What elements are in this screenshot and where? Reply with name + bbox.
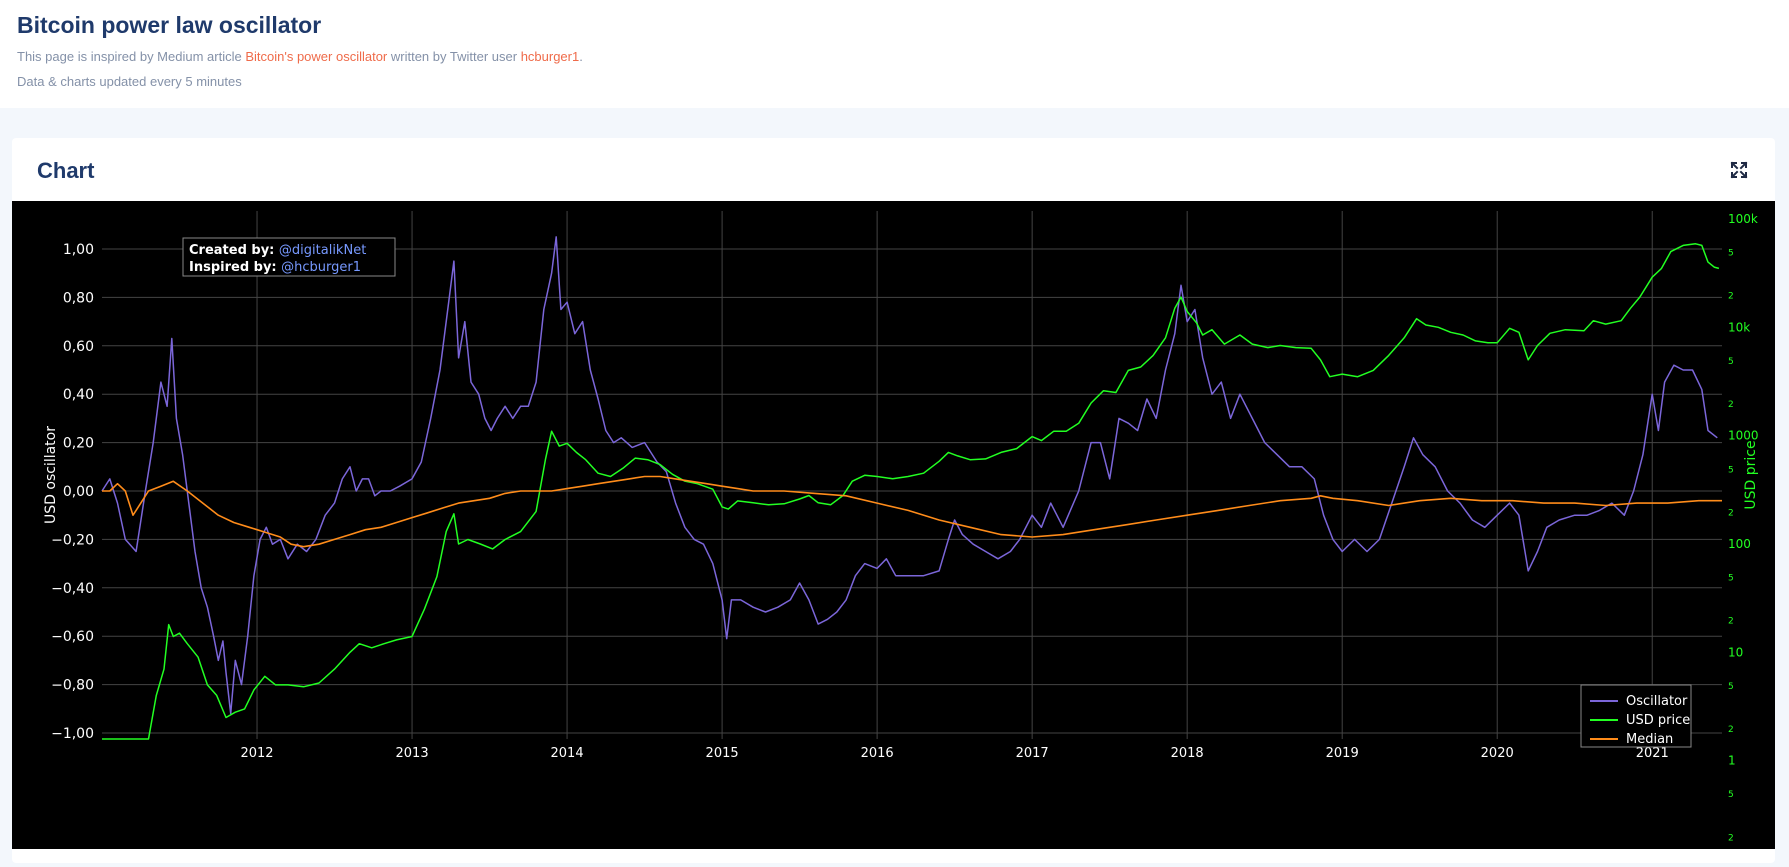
subtitle-prefix: This page is inspired by Medium article bbox=[17, 49, 246, 64]
page-subtitle: This page is inspired by Medium article … bbox=[17, 49, 583, 64]
x-tick-label: 2016 bbox=[861, 746, 894, 761]
y-tick-label: −0,20 bbox=[51, 532, 94, 548]
y-tick-label: 0,00 bbox=[63, 484, 94, 500]
y-tick-label: −0,60 bbox=[51, 629, 94, 645]
y-tick-label: 1,00 bbox=[63, 242, 94, 258]
y2-tick-label: 5 bbox=[1728, 465, 1734, 475]
y-axis-title: USD oscillator bbox=[43, 426, 59, 524]
expand-icon-graphic bbox=[1730, 161, 1748, 179]
annotation-box bbox=[182, 237, 396, 277]
y2-tick-label: 2 bbox=[1728, 617, 1734, 627]
legend-item-label[interactable]: USD price bbox=[1626, 713, 1690, 728]
annotation-inspired-label: Inspired by: bbox=[189, 260, 281, 275]
y-tick-label: 0,40 bbox=[63, 387, 94, 403]
y2-tick-label: 10 bbox=[1728, 645, 1743, 659]
annotation-created-value[interactable]: @digitalikNet bbox=[279, 243, 366, 258]
y-tick-label: 0,20 bbox=[63, 436, 94, 452]
y2-axis-title: USD price bbox=[1743, 440, 1759, 509]
y2-tick-label: 1 bbox=[1728, 754, 1736, 768]
x-tick-label: 2012 bbox=[240, 746, 273, 761]
x-tick-label: 2019 bbox=[1326, 746, 1359, 761]
series-line-oscillator bbox=[101, 236, 1718, 715]
x-tick-label: 2015 bbox=[706, 746, 739, 761]
chart-area[interactable]: 2012 2013 2014 2015 2016 2017 2018 2019 2020 2021… bbox=[12, 201, 1775, 849]
y2-tick-label: 10k bbox=[1728, 320, 1750, 334]
legend-item-label[interactable]: Oscillator bbox=[1626, 694, 1688, 709]
x-tick-label: 2017 bbox=[1016, 746, 1049, 761]
y2-tick-label: 5 bbox=[1728, 682, 1734, 692]
legend-item-label[interactable]: Median bbox=[1626, 732, 1673, 747]
y2-tick-label: 5 bbox=[1728, 790, 1734, 800]
annotation-inspired-value[interactable]: @hcburger1 bbox=[281, 260, 361, 275]
chart-card: Chart 2012 2013 2014 2015 2016 2017 2018 2019 20… bbox=[12, 138, 1775, 863]
article-link[interactable]: Bitcoin's power oscillator bbox=[245, 49, 388, 64]
subtitle-middle: written by Twitter user bbox=[387, 49, 521, 64]
subtitle-suffix: . bbox=[579, 49, 583, 64]
x-tick-label: 2021 bbox=[1636, 746, 1669, 761]
series-line-median bbox=[102, 475, 1722, 548]
y2-tick-label: 100k bbox=[1728, 212, 1758, 226]
y2-tick-label: 2 bbox=[1728, 833, 1734, 843]
y2-tick-label: 5 bbox=[1728, 574, 1734, 584]
x-tick-label: 2020 bbox=[1481, 746, 1514, 761]
annotation-created-label: Created by: bbox=[189, 243, 279, 258]
y-tick-label: 0,60 bbox=[63, 339, 94, 355]
page-title: Bitcoin power law oscillator bbox=[17, 12, 322, 38]
y2-tick-label: 2 bbox=[1728, 508, 1734, 518]
twitter-user-link[interactable]: hcburger1 bbox=[520, 49, 580, 64]
annotation-inspired: Inspired by: @hcburger1 bbox=[189, 260, 361, 275]
x-tick-label: 2013 bbox=[396, 746, 429, 761]
y2-tick-label: 2 bbox=[1728, 725, 1734, 735]
y2-tick-label: 5 bbox=[1728, 249, 1734, 259]
y2-tick-label: 5 bbox=[1728, 357, 1734, 367]
y2-tick-label: 1000 bbox=[1728, 429, 1759, 443]
x-tick-label: 2018 bbox=[1171, 746, 1204, 761]
update-note: Data & charts updated every 5 minutes bbox=[17, 74, 242, 89]
y-tick-label: −1,00 bbox=[51, 726, 94, 742]
y-tick-label: 0,80 bbox=[63, 290, 94, 306]
y-tick-label: −0,40 bbox=[51, 581, 94, 597]
legend-box bbox=[1580, 684, 1692, 748]
y2-tick-label: 2 bbox=[1728, 292, 1734, 302]
chart-svg[interactable]: 2012 2013 2014 2015 2016 2017 2018 2019 2020 2021… bbox=[12, 201, 1775, 849]
y-tick-label: −0,80 bbox=[51, 678, 94, 694]
y2-tick-label: 2 bbox=[1728, 400, 1734, 410]
annotation-created: Created by: @digitalikNet bbox=[189, 243, 366, 258]
expand-icon[interactable] bbox=[1729, 160, 1749, 180]
page-header: Bitcoin power law oscillator This page i… bbox=[0, 0, 1789, 108]
y2-tick-label: 100 bbox=[1728, 537, 1751, 551]
series-line-usd-price bbox=[102, 243, 1720, 740]
card-title: Chart bbox=[37, 158, 95, 183]
x-tick-label: 2014 bbox=[551, 746, 584, 761]
